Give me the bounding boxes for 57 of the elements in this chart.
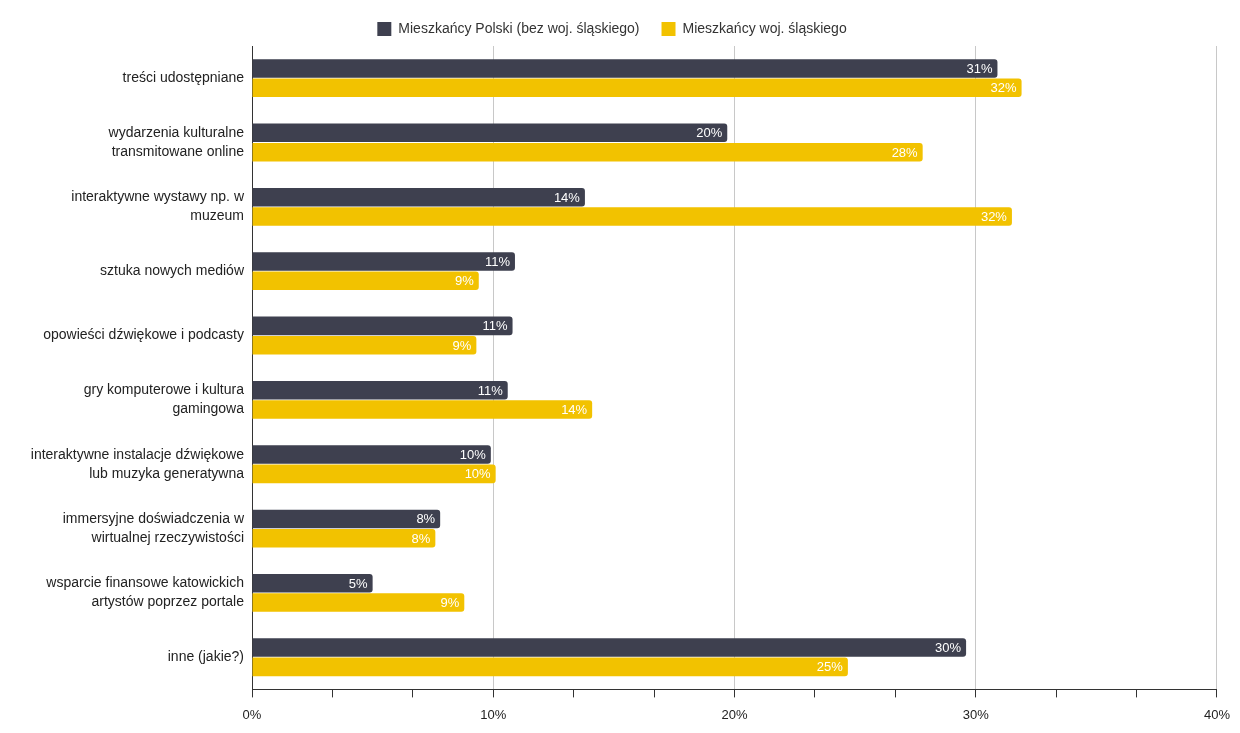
bar [252, 464, 496, 484]
data-label: 25% [816, 659, 844, 675]
bar [252, 187, 585, 207]
y-tick-label: interaktywne instalacje dźwiękowe lub muzyka generatywna [30, 445, 245, 481]
y-tick-label: inne (jakie?) [167, 648, 244, 665]
y-tick-label: treści udostępniane [122, 69, 245, 86]
x-tick-label: 40% [1203, 706, 1231, 722]
data-label: 8% [416, 511, 436, 527]
data-label: 11% [484, 254, 511, 270]
data-label: 32% [990, 80, 1018, 96]
x-tick-label: 0% [242, 706, 262, 722]
y-tick-label: interaktywne wystawy np. w muzeum [71, 188, 245, 224]
data-label: 8% [411, 530, 431, 546]
bar [252, 638, 967, 657]
bar [252, 142, 923, 162]
bar [252, 271, 479, 291]
bar [252, 509, 441, 529]
bar [252, 335, 477, 355]
bar [252, 380, 508, 400]
data-label: 10% [459, 447, 487, 463]
data-label: 20% [696, 125, 723, 141]
data-label: 32% [980, 209, 1008, 225]
legend-label: Mieszkańcy woj. śląskiego [682, 19, 847, 36]
y-tick-label: wydarzenia kulturalne transmitowane online [107, 123, 245, 159]
data-label: 9% [454, 273, 475, 289]
bar [252, 657, 848, 677]
bar [252, 528, 436, 548]
x-tick-label: 20% [721, 706, 748, 722]
x-tick-label: 30% [962, 706, 990, 722]
y-tick-label: sztuka nowych mediów [100, 262, 245, 279]
bar [252, 573, 373, 593]
data-label: 11% [477, 382, 504, 398]
bar [252, 78, 1022, 98]
y-tick-label: gry komputerowe i kultura gamingowa [83, 381, 245, 417]
data-label: 28% [891, 144, 919, 160]
bar [252, 123, 728, 143]
bar [252, 400, 593, 419]
data-label: 14% [561, 402, 588, 418]
y-tick-label: immersyjne doświadczenia w wirtualnej rzeczywistości [62, 509, 245, 545]
x-tick-label: 10% [480, 706, 507, 722]
bar [252, 207, 1012, 226]
data-label: 9% [452, 337, 472, 353]
data-label: 9% [440, 595, 460, 611]
bar [252, 593, 465, 612]
legend-label: Mieszkańcy Polski (bez woj. śląskiego) [398, 19, 640, 36]
bar [252, 252, 515, 271]
y-tick-label: opowieści dźwiękowe i podcasty [43, 326, 244, 343]
data-label: 14% [553, 189, 581, 205]
bar [252, 59, 998, 78]
data-label: 11% [482, 318, 508, 334]
data-label: 10% [464, 466, 492, 482]
y-tick-label: wsparcie finansowe katowickich artystów poprzez portale [45, 574, 245, 610]
data-label: 30% [935, 640, 962, 656]
bar [252, 316, 513, 336]
bar [252, 445, 491, 464]
data-label: 5% [348, 575, 369, 591]
data-label: 31% [966, 61, 993, 77]
